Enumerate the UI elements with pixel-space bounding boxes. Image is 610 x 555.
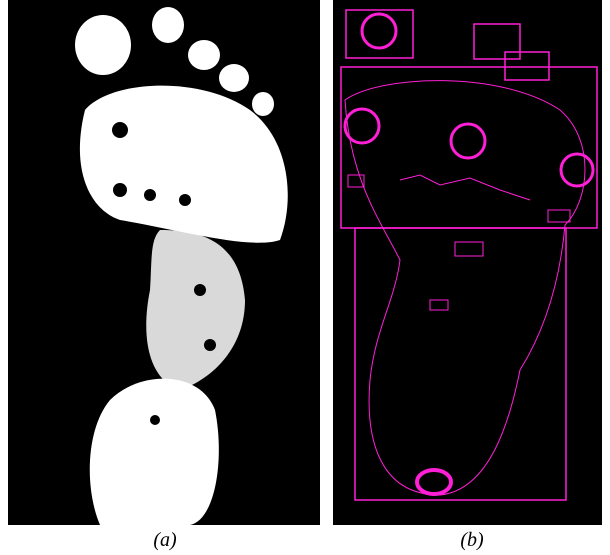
toe <box>188 40 220 70</box>
hole <box>144 189 156 201</box>
toe <box>219 64 249 92</box>
panel-b-background <box>333 0 602 525</box>
toe <box>152 7 184 43</box>
toe <box>75 15 131 75</box>
hole <box>150 415 160 425</box>
panel-a <box>8 0 320 525</box>
panel-b <box>333 0 602 525</box>
caption: (b) <box>460 529 484 551</box>
hole <box>194 284 206 296</box>
caption: (a) <box>153 529 177 551</box>
hole <box>204 339 216 351</box>
figure: (a) (b) <box>0 0 610 555</box>
toe <box>252 92 274 116</box>
hole <box>113 183 127 197</box>
hole <box>112 122 128 138</box>
hole <box>179 194 191 206</box>
